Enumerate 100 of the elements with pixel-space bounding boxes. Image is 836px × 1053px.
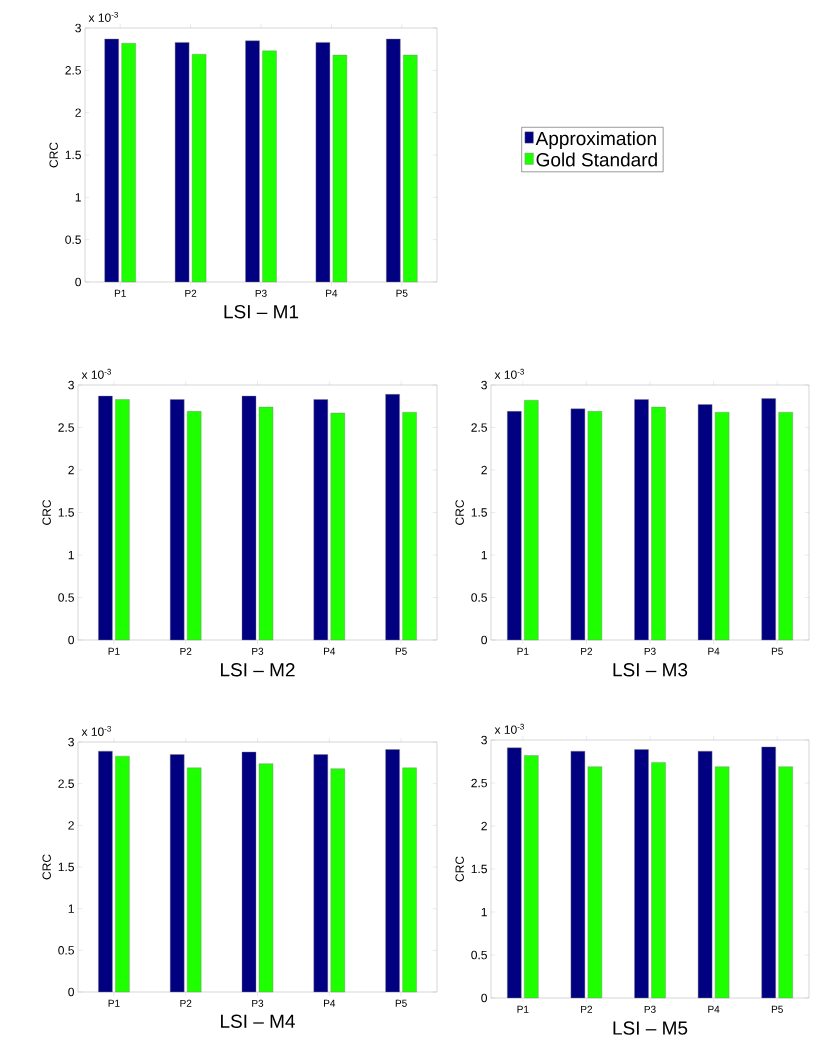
bar [524,755,539,999]
y-tick-label: 0.5 [471,950,487,960]
y-tick-label: 2.5 [471,778,487,788]
y-tick-label: 2 [75,108,81,117]
bar [403,54,418,283]
y-tick-label: 0.5 [58,946,74,955]
bar [187,767,202,993]
y-tick-label: 1 [75,193,81,202]
bar [121,43,136,283]
bar [385,749,400,993]
y-tick-label: 2 [481,821,487,831]
x-tick-label: P2 [581,647,593,655]
y-axis-title: CRC [455,856,464,882]
text: x 10$^{-3}$ [81,725,111,736]
y-tick-label: 2 [68,465,74,475]
bar [313,399,328,641]
y-tick-label: 3 [75,23,81,33]
y-tick-label: 0 [68,635,74,645]
x-tick-label: P5 [771,647,783,655]
x-tick-label: P1 [517,1005,529,1013]
x-tick-label: P3 [644,1005,656,1013]
bar [262,50,277,283]
bar [313,754,328,993]
text: x 10$^{-3}$ [494,723,524,734]
y-tick-label: 3 [68,380,74,390]
x-tick-label: P2 [185,289,197,297]
legend-label: Approximation [535,131,656,149]
y-tick-label: 2.5 [58,423,74,432]
y-tick-label: 0.5 [471,593,487,602]
bar [651,762,666,999]
y-tick-label: 2.5 [65,66,81,75]
x-tick-label: P5 [396,289,408,297]
x-tick-label: P5 [395,999,407,1007]
bar [778,766,793,999]
bar [402,767,417,993]
x-tick-label: P5 [771,1005,783,1013]
y-tick-label: 0 [68,987,74,997]
bar [330,412,345,641]
legend-label: Gold Standard [536,152,657,167]
bar [115,399,130,641]
x-tick-label: P3 [644,647,656,655]
x-tick-label: P4 [324,647,336,655]
y-axis-title: CRC [455,499,464,525]
x-tick-label: P5 [395,647,407,655]
x-tick-label: P4 [326,289,338,297]
y-tick-label: 1.5 [58,862,74,872]
y-tick-label: 1.5 [471,864,487,874]
bar [330,768,345,993]
bar [634,749,649,999]
x-tick-label: P1 [517,647,529,655]
y-tick-label: 0 [75,277,81,287]
y-tick-label: 2 [68,821,74,830]
x-tick-label: P2 [180,999,192,1007]
y-tick-label: 2.5 [471,423,487,432]
bar [386,38,401,283]
x-tick-label: P2 [581,1005,593,1013]
y-axis-title: CRC [42,499,51,525]
y-tick-label: 0 [481,993,488,1003]
text: x 10$^{-3}$ [88,11,118,22]
bar [115,755,130,993]
text: LSI – M3 [613,663,688,677]
bar [104,38,119,283]
x-tick-label: P3 [252,999,264,1007]
text: x 10$^{-3}$ [81,368,111,379]
y-tick-label: 1 [68,904,74,913]
y-tick-label: 0.5 [58,593,74,602]
bar [761,398,776,641]
y-tick-label: 1 [68,550,74,560]
y-tick-label: 1.5 [58,508,74,517]
bar [524,400,539,641]
bar [98,395,113,641]
bar [187,411,202,641]
y-tick-label: 3 [481,380,487,390]
bar [634,399,649,641]
y-tick-label: 0.5 [65,235,81,244]
text: LSI – M1 [224,304,299,319]
y-tick-label: 1.5 [471,508,487,517]
bar [385,394,400,641]
bar [507,747,522,999]
x-tick-label: P1 [108,999,120,1007]
bar [170,399,185,641]
x-tick-label: P4 [708,1005,720,1013]
x-tick-label: P1 [108,647,120,655]
x-tick-label: P4 [324,999,336,1007]
bar [402,412,417,641]
y-tick-label: 1 [481,907,487,917]
y-tick-label: 1 [481,550,487,560]
text: LSI – M5 [613,1021,688,1035]
x-tick-label: P2 [180,647,192,655]
y-tick-label: 1.5 [65,150,81,160]
bar [507,411,522,641]
y-tick-label: 2 [481,465,487,475]
bar [98,750,113,993]
bar [170,754,185,993]
bar [761,746,776,999]
x-tick-label: P4 [708,647,720,655]
y-tick-label: 0 [481,635,488,645]
bar [778,412,793,641]
bar [651,406,666,641]
y-tick-label: 3 [481,735,487,745]
